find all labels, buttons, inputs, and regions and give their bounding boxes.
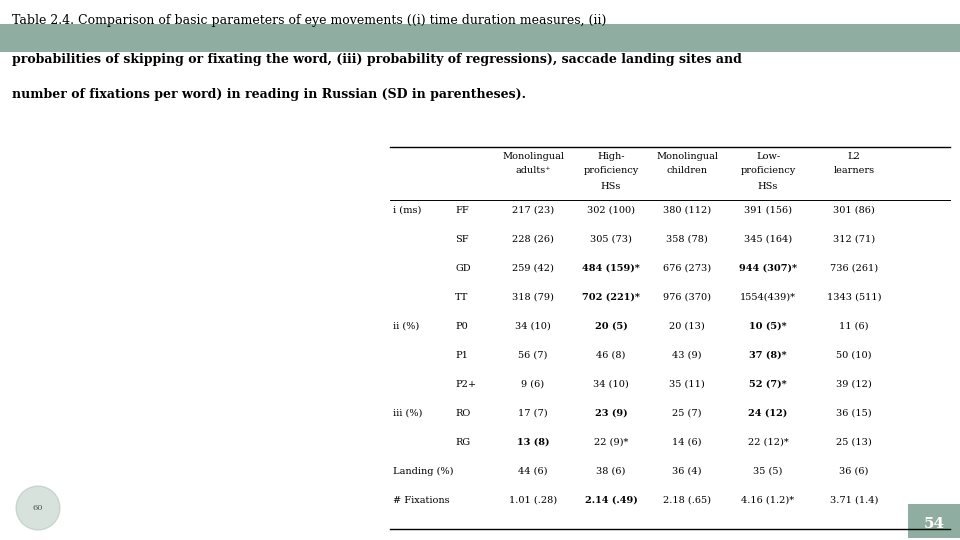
Text: 358 (78): 358 (78) — [666, 235, 708, 244]
Text: GD: GD — [455, 264, 470, 273]
Text: TT: TT — [455, 293, 468, 302]
Text: 36 (4): 36 (4) — [672, 467, 702, 476]
FancyBboxPatch shape — [0, 24, 960, 52]
Text: 39 (12): 39 (12) — [836, 380, 872, 389]
Text: children: children — [666, 166, 708, 175]
Text: 944 (307)*: 944 (307)* — [739, 264, 797, 273]
Text: 44 (6): 44 (6) — [518, 467, 548, 476]
Text: 1343 (511): 1343 (511) — [827, 293, 881, 302]
Text: RG: RG — [455, 438, 470, 447]
Text: 24 (12): 24 (12) — [749, 409, 787, 418]
Text: HSs: HSs — [757, 182, 779, 191]
Text: 301 (86): 301 (86) — [833, 206, 875, 215]
Text: 702 (221)*: 702 (221)* — [582, 293, 640, 302]
Text: HSs: HSs — [601, 182, 621, 191]
Text: 345 (164): 345 (164) — [744, 235, 792, 244]
Text: Monolingual: Monolingual — [656, 152, 718, 161]
Text: 37 (8)*: 37 (8)* — [749, 351, 787, 360]
Text: 20 (5): 20 (5) — [594, 322, 628, 331]
Text: 46 (8): 46 (8) — [596, 351, 626, 360]
Text: 25 (7): 25 (7) — [672, 409, 702, 418]
Text: 4.16 (1.2)*: 4.16 (1.2)* — [741, 496, 795, 505]
FancyBboxPatch shape — [908, 504, 960, 538]
Text: proficiency: proficiency — [740, 166, 796, 175]
Text: # Fixations: # Fixations — [393, 496, 449, 505]
Text: High-: High- — [597, 152, 625, 161]
Text: 391 (156): 391 (156) — [744, 206, 792, 215]
Text: 34 (10): 34 (10) — [593, 380, 629, 389]
Text: 676 (273): 676 (273) — [663, 264, 711, 273]
Text: 22 (12)*: 22 (12)* — [748, 438, 788, 447]
Text: 23 (9): 23 (9) — [594, 409, 627, 418]
Text: learners: learners — [833, 166, 875, 175]
Text: 9 (6): 9 (6) — [521, 380, 544, 389]
Text: 259 (42): 259 (42) — [512, 264, 554, 273]
Text: 52 (7)*: 52 (7)* — [749, 380, 787, 389]
Text: 13 (8): 13 (8) — [516, 438, 549, 447]
Text: i (ms): i (ms) — [393, 206, 421, 215]
Text: 2.14 (.49): 2.14 (.49) — [585, 496, 637, 505]
Text: 35 (5): 35 (5) — [754, 467, 782, 476]
Text: 736 (261): 736 (261) — [830, 264, 878, 273]
Text: 25 (13): 25 (13) — [836, 438, 872, 447]
Text: 217 (23): 217 (23) — [512, 206, 554, 215]
Text: proficiency: proficiency — [584, 166, 638, 175]
Text: Monolingual: Monolingual — [502, 152, 564, 161]
Text: iii (%): iii (%) — [393, 409, 422, 418]
Text: adults⁺: adults⁺ — [516, 166, 551, 175]
Text: probabilities of skipping or fixating the word, (iii) probability of regressions: probabilities of skipping or fixating th… — [12, 53, 742, 66]
Text: 56 (7): 56 (7) — [518, 351, 548, 360]
Text: 35 (11): 35 (11) — [669, 380, 705, 389]
Text: 305 (73): 305 (73) — [590, 235, 632, 244]
Text: 312 (71): 312 (71) — [833, 235, 876, 244]
Text: 36 (15): 36 (15) — [836, 409, 872, 418]
Text: P2+: P2+ — [455, 380, 476, 389]
Text: 10 (5)*: 10 (5)* — [749, 322, 787, 331]
Text: P0: P0 — [455, 322, 468, 331]
Text: 228 (26): 228 (26) — [512, 235, 554, 244]
Text: 43 (9): 43 (9) — [672, 351, 702, 360]
Text: 20 (13): 20 (13) — [669, 322, 705, 331]
Text: 54: 54 — [924, 517, 945, 531]
Text: 22 (9)*: 22 (9)* — [594, 438, 628, 447]
Text: 1554(439)*: 1554(439)* — [740, 293, 796, 302]
Text: L2: L2 — [848, 152, 860, 161]
Text: 976 (370): 976 (370) — [663, 293, 711, 302]
Text: 17 (7): 17 (7) — [518, 409, 548, 418]
Text: Table 2.4. Comparison of basic parameters of eye movements ((i) time duration me: Table 2.4. Comparison of basic parameter… — [12, 14, 607, 27]
Circle shape — [16, 486, 60, 530]
Text: SF: SF — [455, 235, 468, 244]
Text: 36 (6): 36 (6) — [839, 467, 869, 476]
Text: 38 (6): 38 (6) — [596, 467, 626, 476]
Text: 50 (10): 50 (10) — [836, 351, 872, 360]
Text: Landing (%): Landing (%) — [393, 467, 453, 476]
Text: 34 (10): 34 (10) — [516, 322, 551, 331]
Text: Low-: Low- — [756, 152, 780, 161]
Text: ii (%): ii (%) — [393, 322, 420, 331]
Text: 60: 60 — [33, 504, 43, 512]
Text: 14 (6): 14 (6) — [672, 438, 702, 447]
Text: 380 (112): 380 (112) — [663, 206, 711, 215]
Text: number of fixations per word) in reading in Russian (SD in parentheses).: number of fixations per word) in reading… — [12, 88, 526, 101]
Text: 302 (100): 302 (100) — [587, 206, 635, 215]
Text: P1: P1 — [455, 351, 468, 360]
Text: RO: RO — [455, 409, 470, 418]
Text: 3.71 (1.4): 3.71 (1.4) — [829, 496, 878, 505]
Text: 484 (159)*: 484 (159)* — [582, 264, 640, 273]
Text: FF: FF — [455, 206, 468, 215]
Text: 1.01 (.28): 1.01 (.28) — [509, 496, 557, 505]
Text: 2.18 (.65): 2.18 (.65) — [663, 496, 711, 505]
Text: 11 (6): 11 (6) — [839, 322, 869, 331]
Text: 318 (79): 318 (79) — [512, 293, 554, 302]
